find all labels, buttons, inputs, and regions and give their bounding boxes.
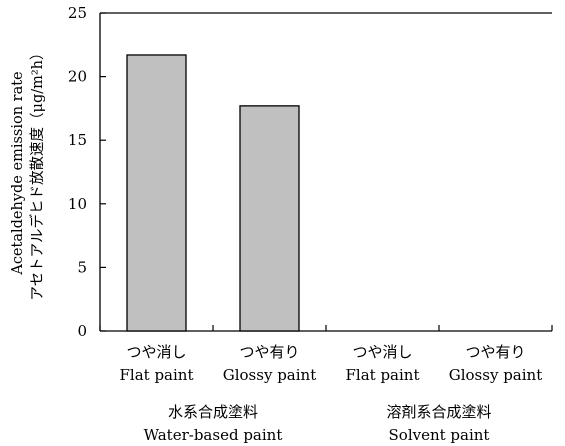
x-category-label-ja: つや有り: [465, 343, 525, 361]
x-category-label-en: Glossy paint: [449, 366, 542, 384]
y-tick-label: 15: [68, 131, 87, 149]
bars: [126, 54, 300, 332]
x-category-label-ja: つや消し: [126, 343, 186, 361]
y-tick-label: 25: [68, 4, 87, 22]
x-category-label-ja: つや有り: [239, 343, 299, 361]
x-ticks: [99, 325, 553, 331]
x-group-label-ja: 水系合成塗料: [168, 403, 258, 421]
y-tick-label: 0: [77, 322, 87, 340]
plot-area: 0 5 10 15 20 25: [68, 4, 553, 340]
x-category-label-en: Glossy paint: [223, 366, 316, 384]
bar: [239, 105, 300, 332]
x-group-label-ja: 溶剤系合成塗料: [386, 403, 491, 421]
x-group-labels: 水系合成塗料 Water-based paint 溶剤系合成塗料 Solvent pa…: [144, 403, 492, 444]
bar: [126, 54, 187, 332]
y-axis-label-en: Acetaldehyde emission rate: [10, 71, 26, 275]
y-tick-label: 20: [68, 68, 87, 86]
x-category-label-en: Flat paint: [346, 366, 420, 384]
x-category-labels: つや消し Flat paint つや有り Glossy paint つや消し Flat p…: [120, 343, 543, 384]
y-axis-label-ja: アセトアルデヒド放散速度（μg/m²h）: [28, 45, 46, 300]
x-group-label-en: Water-based paint: [144, 426, 283, 444]
x-group-label-en: Solvent paint: [389, 426, 490, 444]
y-axis-title: Acetaldehyde emission rate アセトアルデヒド放散速度（…: [10, 45, 46, 300]
x-category-label-ja: つや消し: [352, 343, 412, 361]
y-tick-label: 10: [68, 195, 87, 213]
x-category-label-en: Flat paint: [120, 366, 194, 384]
y-ticks: 0 5 10 15 20 25: [68, 4, 106, 340]
y-tick-label: 5: [77, 258, 87, 276]
